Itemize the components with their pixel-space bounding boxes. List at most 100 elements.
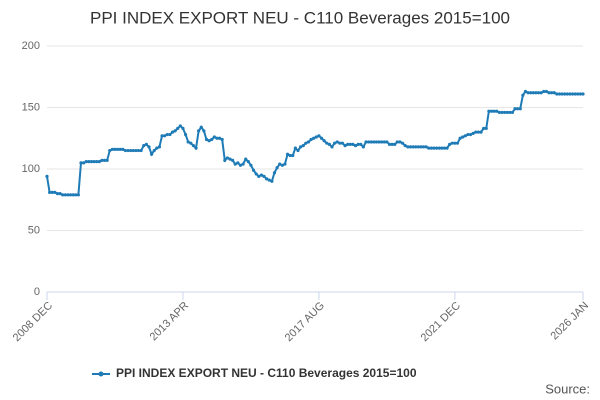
point (102, 158, 107, 162)
point (484, 126, 488, 131)
point (560, 92, 564, 96)
point (186, 140, 190, 144)
point (97, 160, 101, 164)
point (338, 141, 342, 145)
point (492, 109, 496, 113)
point (236, 161, 240, 165)
point (238, 163, 243, 167)
point (335, 140, 339, 144)
point (314, 135, 318, 139)
point (563, 92, 567, 96)
point (100, 158, 104, 162)
point (257, 174, 261, 178)
point (210, 137, 214, 142)
point (523, 89, 528, 94)
point (518, 107, 522, 111)
point (48, 190, 52, 194)
y-tick-label: 0 (34, 286, 40, 298)
point (173, 129, 177, 133)
point (361, 145, 365, 149)
point (398, 140, 402, 144)
point (165, 132, 169, 137)
point (144, 142, 148, 146)
point (147, 145, 151, 149)
point (340, 141, 345, 145)
point (348, 142, 352, 146)
point (152, 148, 156, 153)
point (283, 162, 287, 166)
point (197, 129, 201, 133)
point (550, 91, 554, 95)
point (578, 92, 582, 96)
point (110, 147, 114, 151)
point (63, 193, 67, 197)
point (212, 135, 216, 139)
point (544, 89, 548, 94)
point (382, 140, 386, 144)
point (502, 110, 507, 115)
point (293, 146, 297, 150)
point (333, 141, 337, 145)
point (570, 92, 575, 96)
point (411, 145, 415, 149)
point (576, 92, 580, 96)
point (565, 92, 569, 96)
point (557, 92, 562, 96)
x-tick-label: 2017 AUG (283, 300, 327, 344)
point (68, 193, 73, 197)
point (118, 147, 122, 151)
point (474, 130, 478, 134)
point (369, 140, 373, 144)
y-tick-label: 50 (28, 224, 40, 236)
point (364, 140, 368, 144)
point (346, 142, 350, 146)
point (393, 142, 397, 146)
point (220, 137, 224, 142)
point (223, 158, 227, 162)
point (510, 110, 515, 115)
point (79, 161, 83, 165)
point (437, 146, 441, 150)
point (461, 135, 465, 139)
point (521, 93, 525, 97)
point (194, 146, 198, 150)
point (306, 140, 311, 144)
point (215, 136, 219, 140)
point (270, 179, 274, 183)
point (327, 142, 331, 146)
point (267, 178, 271, 182)
point (471, 131, 475, 135)
point (547, 91, 551, 95)
point (482, 126, 486, 131)
point (191, 144, 196, 148)
point (536, 91, 541, 95)
point (217, 136, 222, 140)
point (552, 91, 556, 95)
point (495, 109, 499, 113)
point (199, 125, 203, 129)
point (241, 162, 245, 166)
point (403, 144, 407, 148)
point (372, 140, 376, 144)
point (87, 160, 91, 164)
point (225, 156, 230, 160)
point (139, 148, 143, 153)
point (455, 141, 460, 145)
point (542, 89, 546, 94)
point (105, 158, 109, 162)
point (479, 130, 483, 134)
point (513, 107, 517, 111)
point (50, 190, 54, 194)
point (113, 147, 117, 151)
y-tick-label: 150 (22, 101, 40, 113)
point (134, 148, 138, 153)
point (445, 146, 449, 150)
point (432, 146, 436, 150)
point (568, 92, 572, 96)
point (497, 110, 501, 115)
point (288, 153, 292, 158)
point (356, 142, 360, 146)
point (408, 145, 413, 149)
point (176, 126, 180, 131)
point (387, 142, 392, 146)
